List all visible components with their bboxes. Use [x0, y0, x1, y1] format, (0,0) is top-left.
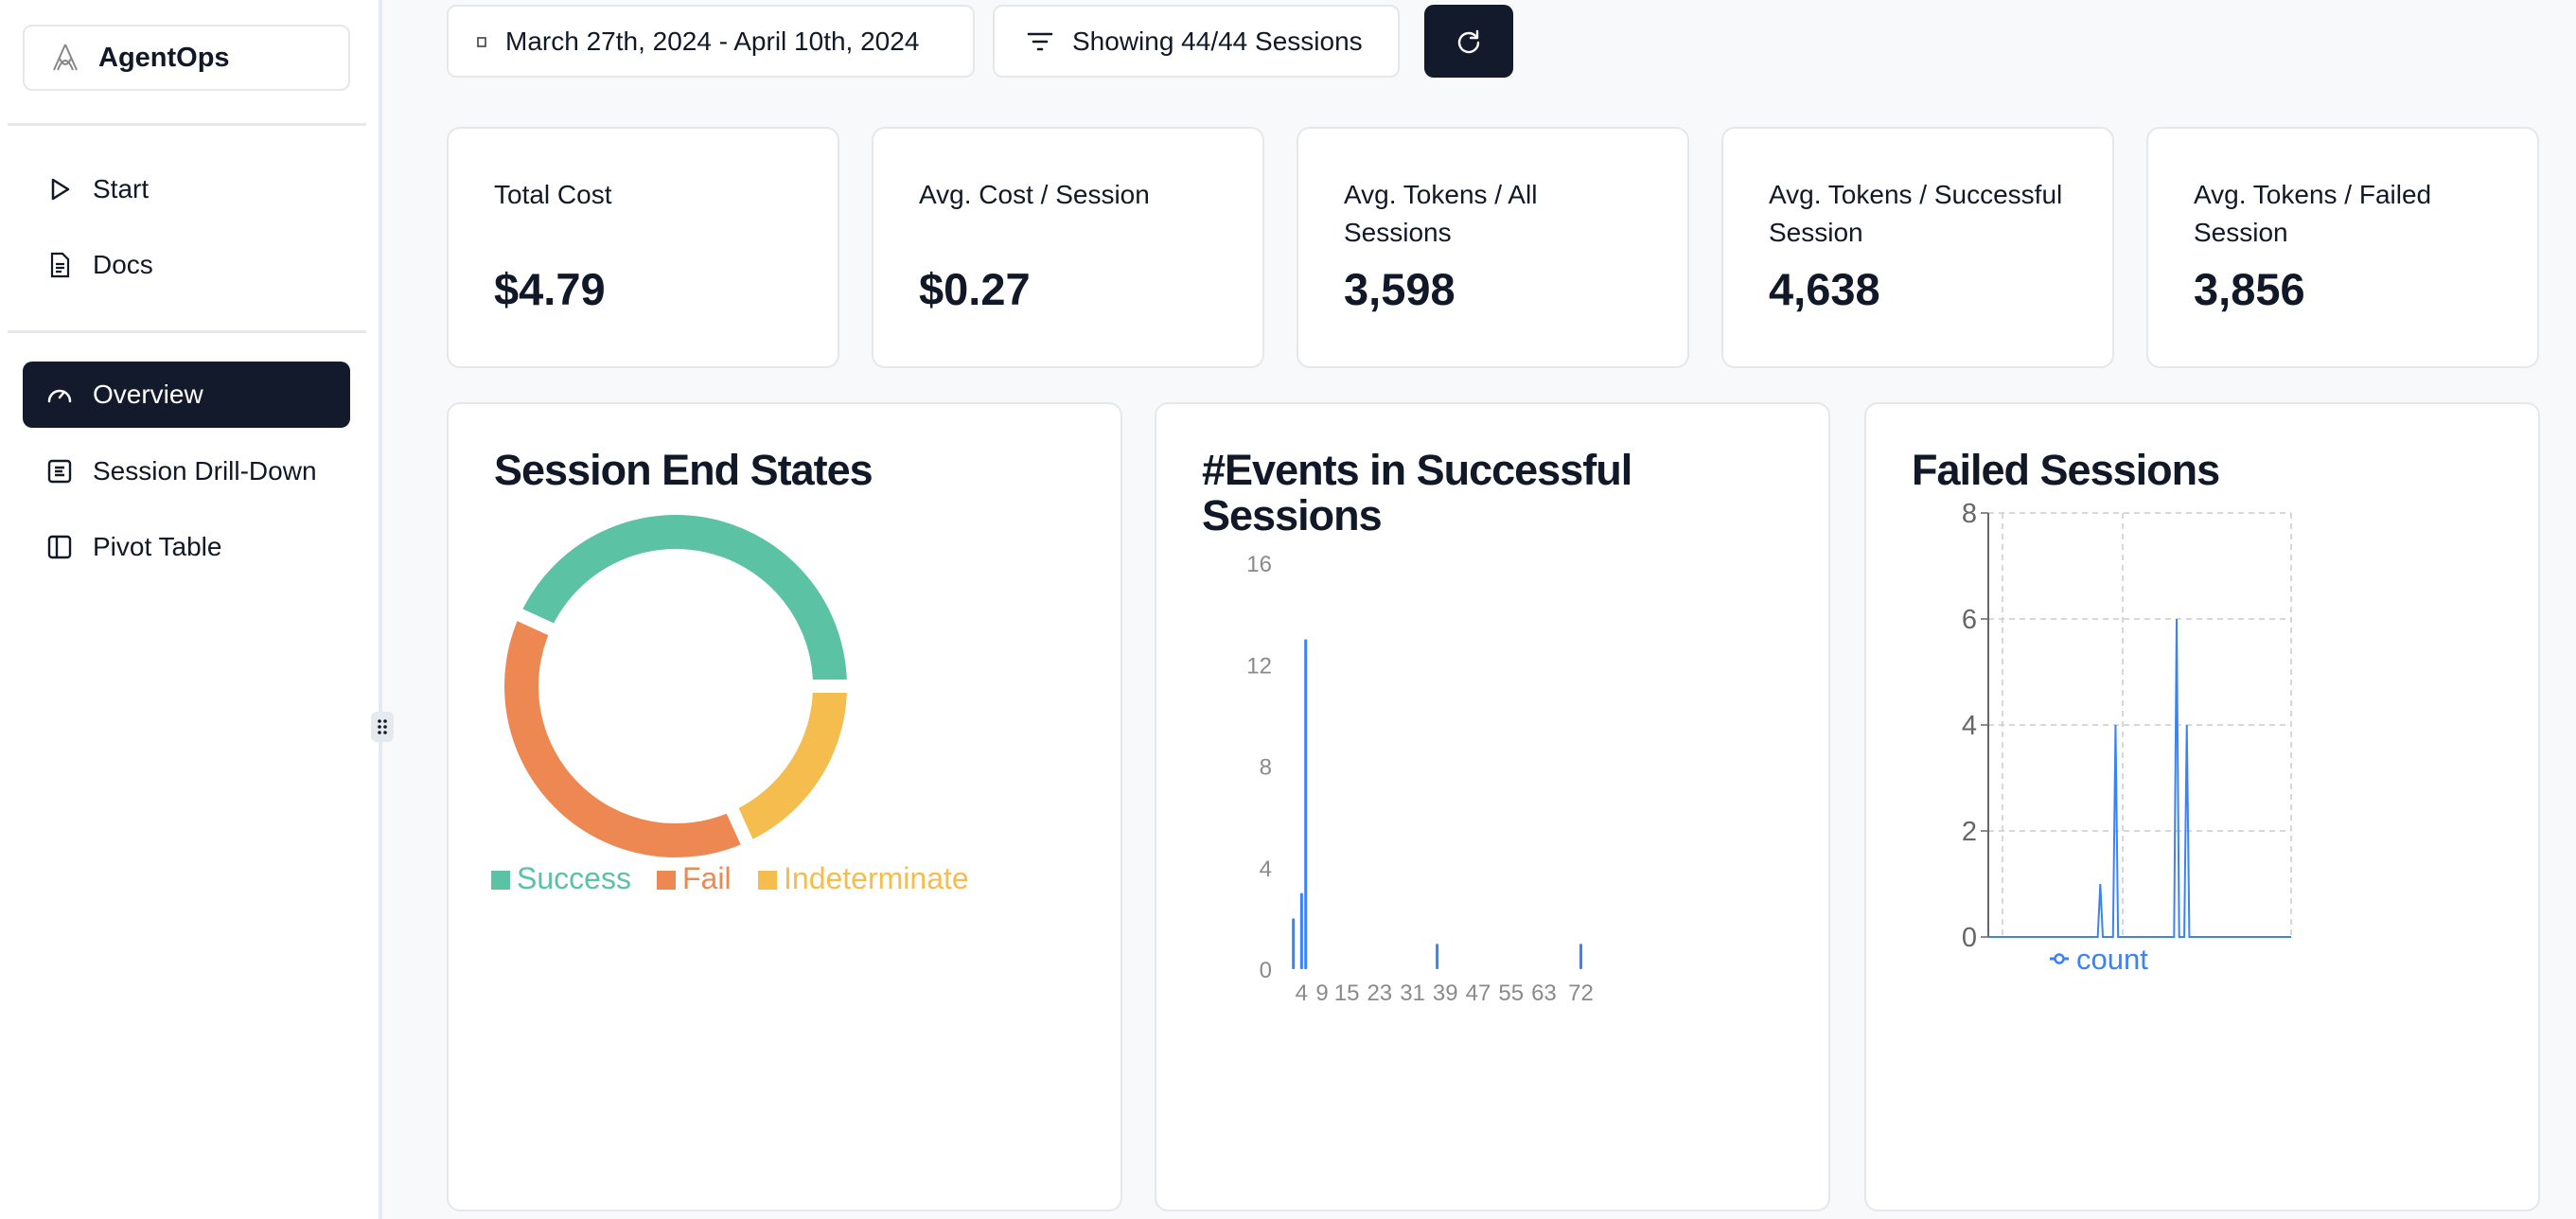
app-name: AgentOps: [98, 42, 230, 73]
x-tick-label: 23: [1367, 980, 1392, 1006]
x-tick-label: 39: [1433, 980, 1458, 1006]
series-line-count: [1988, 618, 2291, 938]
stat-label: Avg. Cost / Session: [919, 180, 1150, 209]
x-tick-label: 9: [1315, 980, 1328, 1006]
legend-label-indeterminate: Indeterminate: [784, 861, 969, 895]
stat-value: 3,856: [2194, 264, 2305, 314]
play-icon: [51, 178, 70, 201]
chart-title: Failed Sessions: [1912, 446, 2220, 494]
refresh-button[interactable]: [1424, 5, 1513, 78]
stat-label: Avg. Tokens / Failed Session: [2194, 180, 2432, 247]
session-end-states-card: Session End States Success Fail Indetermin…: [447, 402, 1122, 1211]
panel-icon: [47, 535, 72, 559]
stat-value: 3,598: [1344, 264, 1456, 314]
y-tick-label: 8: [1260, 755, 1272, 781]
divider: [8, 330, 366, 333]
x-tick-label: 55: [1498, 980, 1524, 1006]
y-tick-label: 0: [1260, 958, 1272, 983]
stat-value: $0.27: [919, 264, 1031, 314]
stat-card-avg-tokens-failed: Avg. Tokens / Failed Session 3,856: [2146, 127, 2539, 368]
chart-title: Session End States: [494, 446, 873, 494]
stat-card-avg-cost: Avg. Cost / Session $0.27: [872, 127, 1264, 368]
date-range-label: March 27th, 2024 - April 10th, 2024: [505, 26, 920, 56]
sidebar-item-docs[interactable]: Docs: [23, 232, 350, 298]
sidebar-item-label: Start: [93, 174, 150, 203]
y-tick-label: 4: [1962, 711, 1977, 741]
stat-card-total-cost: Total Cost $4.79: [447, 127, 839, 368]
document-icon: [50, 252, 70, 278]
x-tick-label: 15: [1334, 980, 1360, 1006]
events-successful-card: #Events in Successful Sessions 0 4 8 12 16 4 9…: [1155, 402, 1830, 1211]
legend-swatch-indeterminate: [758, 871, 777, 890]
x-tick-label: 63: [1531, 980, 1557, 1006]
donut-slice-success: [504, 502, 861, 693]
divider: [8, 123, 366, 126]
sidebar-item-label: Docs: [93, 250, 153, 279]
legend-swatch-success: [491, 871, 510, 890]
y-tick-label: 16: [1246, 552, 1272, 577]
agentops-logo-icon: [53, 44, 78, 71]
legend-label-count: count: [2076, 943, 2148, 976]
sidebar-resize-handle[interactable]: [371, 712, 394, 742]
x-tick-label: 4: [1296, 980, 1308, 1006]
line-chart: 0 2 4 6 8 count: [1962, 499, 2292, 976]
stat-card-avg-tokens-successful: Avg. Tokens / Successful Session 4,638: [1721, 127, 2114, 368]
bar: [1304, 639, 1308, 969]
sidebar-item-label: Overview: [93, 380, 203, 409]
calendar-icon: [477, 36, 486, 47]
list-box-icon: [47, 459, 72, 484]
legend-marker-circle: [2054, 953, 2065, 964]
y-tick-label: 6: [1962, 605, 1977, 635]
sidebar-item-start[interactable]: Start: [23, 156, 350, 222]
stat-value: $4.79: [494, 264, 606, 314]
filter-label: Showing 44/44 Sessions: [1072, 26, 1363, 56]
stat-label: Avg. Tokens / All Sessions: [1344, 180, 1538, 247]
y-tick-label: 2: [1962, 817, 1977, 847]
sidebar-item-pivot-table[interactable]: Pivot Table: [23, 514, 350, 580]
sidebar-item-session-drill-down[interactable]: Session Drill-Down: [23, 438, 350, 504]
gauge-icon: [47, 389, 72, 403]
session-filter-button[interactable]: Showing 44/44 Sessions: [993, 5, 1400, 78]
x-tick-label: 31: [1400, 980, 1425, 1006]
filter-icon: [1027, 32, 1053, 50]
donut-slice-indeterminate: [721, 680, 861, 857]
legend-label-fail: Fail: [682, 861, 732, 895]
legend-swatch-fail: [657, 871, 676, 890]
stat-label: Avg. Tokens / Successful Session: [1769, 180, 2063, 247]
y-tick-label: 4: [1260, 857, 1272, 882]
failed-sessions-card: Failed Sessions 0 2 4 6 8 count: [1864, 402, 2540, 1211]
bar: [1299, 892, 1303, 969]
y-tick-label: 0: [1962, 923, 1977, 953]
sidebar-item-overview[interactable]: Overview: [23, 362, 350, 428]
chart-title: #Events in Successful Sessions: [1202, 446, 1632, 539]
y-tick-label: 12: [1246, 653, 1272, 679]
bar: [1436, 944, 1439, 969]
bar: [1292, 918, 1296, 969]
legend-label-success: Success: [517, 861, 631, 895]
donut-chart: Success Fail Indeterminate: [491, 502, 969, 895]
donut-slice-fail: [491, 603, 759, 871]
stat-label: Total Cost: [494, 180, 612, 209]
stat-value: 4,638: [1769, 264, 1880, 314]
sidebar-item-label: Session Drill-Down: [93, 456, 317, 486]
sidebar: AgentOps Start Docs Overview Session Dri…: [0, 0, 382, 1219]
y-tick-label: 8: [1962, 499, 1977, 529]
grip-icon: [378, 719, 387, 734]
date-range-picker[interactable]: March 27th, 2024 - April 10th, 2024: [447, 5, 975, 78]
sidebar-item-label: Pivot Table: [93, 532, 222, 561]
refresh-icon: [1457, 29, 1480, 53]
stat-card-avg-tokens-all: Avg. Tokens / All Sessions 3,598: [1297, 127, 1689, 368]
x-tick-label: 72: [1568, 980, 1594, 1006]
logo-button[interactable]: AgentOps: [23, 25, 350, 91]
bar: [1579, 944, 1582, 969]
x-tick-label: 47: [1466, 980, 1491, 1006]
